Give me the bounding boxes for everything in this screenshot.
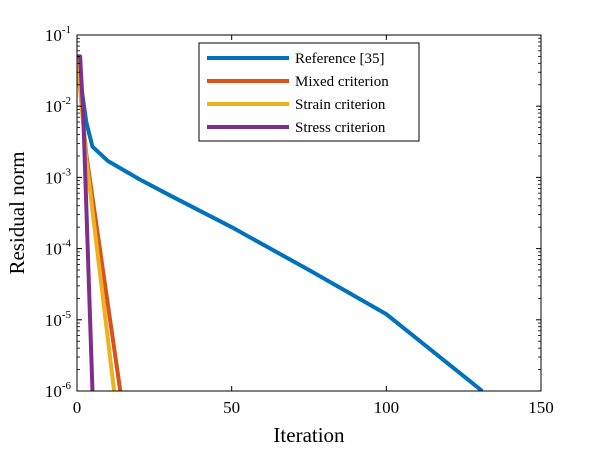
x-tick-label: 0: [73, 398, 82, 417]
y-tick-label: 10-5: [45, 309, 72, 330]
y-axis-title: Residual norm: [5, 151, 29, 274]
legend-label: Stress criterion: [295, 120, 386, 136]
y-tick-label: 10-3: [45, 166, 72, 187]
x-tick-label: 150: [528, 398, 554, 417]
y-tick-label: 10-2: [45, 95, 71, 116]
y-tick-label: 10-4: [45, 238, 72, 259]
y-tick-label: 10-1: [45, 24, 71, 45]
axes-layer: [76, 34, 542, 392]
ticks-layer: 0 50 100 150 10-6 10-5 10-4 10-3 10-2 10-1: [45, 24, 554, 417]
axes-box: [76, 34, 542, 392]
x-axis-title: Iteration: [273, 423, 345, 447]
legend: Reference [35] Mixed criterion Strain crit…: [198, 42, 420, 142]
series-line-reference-35: [77, 56, 484, 391]
x-tick-label: 100: [374, 398, 400, 417]
x-tick-label: 50: [223, 398, 240, 417]
y-tick-label: 10-6: [45, 380, 72, 401]
legend-label: Reference [35]: [295, 51, 385, 67]
legend-label: Mixed criterion: [295, 74, 389, 90]
legend-label: Strain criterion: [295, 97, 386, 113]
